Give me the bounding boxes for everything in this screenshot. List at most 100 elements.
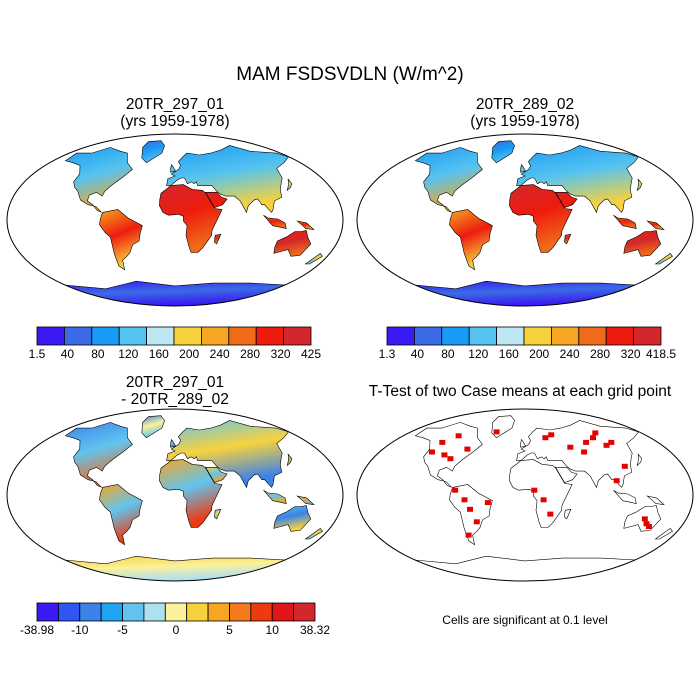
land-northAmerica (64, 422, 133, 488)
land-africa (159, 184, 223, 253)
colorbar-box (441, 326, 470, 346)
land-greenland (141, 140, 165, 164)
land-antarctica (64, 280, 287, 306)
significant-cell (484, 500, 491, 506)
globe-outline (357, 409, 693, 581)
map-case2 (356, 133, 694, 307)
land-uk (520, 163, 527, 173)
land-arabia (204, 191, 228, 208)
land-southAmerica (449, 209, 493, 271)
significance-note: Cells are significant at 0.1 level (442, 613, 608, 627)
panel-title-line: (yrs 1959-1978) (470, 113, 580, 130)
land-madagascar (214, 508, 222, 520)
colorbar-tick-label: -5 (117, 623, 128, 637)
coastline-newZealand (654, 527, 673, 540)
figure-title: MAM FSDSVDLN (W/m^2) (236, 64, 464, 85)
colorbar-tick-label: 0 (173, 623, 180, 637)
land-arabia (204, 466, 228, 483)
land-africa (509, 184, 573, 253)
land-newGuinea (646, 220, 665, 231)
colorbar-tick-label: 120 (468, 347, 488, 361)
land-uk (170, 438, 177, 448)
map-ttest (356, 408, 694, 582)
colorbar-box (143, 602, 166, 622)
colorbar-tick-label: 80 (441, 347, 455, 361)
colorbar-tick-label: 280 (240, 347, 260, 361)
colorbar-box (413, 326, 443, 346)
land-newGuinea (296, 495, 315, 506)
land-uk (170, 163, 177, 173)
coastline-japan (636, 453, 643, 467)
coastline-arabia (554, 466, 578, 483)
colorbar-tick-label: 320 (271, 347, 291, 361)
map-case1 (6, 133, 344, 307)
colorbar-tick-label: 200 (179, 347, 199, 361)
colorbar-box (386, 326, 415, 346)
colorbar-tick-label: 1.5 (29, 347, 46, 361)
panel-title-diff: 20TR_297_01 - 20TR_289_02 (30, 374, 320, 408)
significant-cell (590, 435, 596, 441)
significant-cell (461, 497, 468, 503)
coastline-antarctica (414, 555, 637, 581)
land-africa (159, 459, 223, 528)
land-northAmerica (64, 147, 133, 213)
colorbar-box (271, 602, 295, 622)
significant-cell (439, 439, 446, 445)
coastline-indonesia (613, 489, 637, 504)
colorbar-tick-label: 240 (560, 347, 580, 361)
significant-cell (643, 521, 650, 527)
colorbar-tick-label: 80 (91, 347, 105, 361)
significant-cell (621, 463, 628, 469)
colorbar-diff: -38.98 -10 -5 0 5 10 38.32 (20, 602, 330, 637)
land-japan (636, 178, 643, 192)
colorbar-tick-label: 240 (210, 347, 230, 361)
colorbar-box (57, 602, 81, 622)
colorbar-tick-label: 320 (621, 347, 641, 361)
colorbar-box (100, 602, 123, 622)
colorbar-case2: 1.3 40 80 120 160 200 240 280 320 418.5 (379, 326, 676, 361)
panel-title-line: 20TR_289_02 (475, 96, 575, 113)
colorbar-box (550, 326, 580, 346)
coastline-uk (520, 438, 527, 448)
colorbar-tick-label: -38.98 (20, 623, 54, 637)
colorbar-box (207, 602, 230, 622)
significant-cell (567, 444, 574, 450)
colorbar-box (173, 326, 202, 346)
land-indonesia (613, 214, 637, 229)
colorbar-box (36, 602, 59, 622)
land-newGuinea (296, 220, 315, 231)
panel-title-line: - 20TR_289_02 (121, 391, 229, 408)
colorbar-box (79, 602, 102, 622)
significant-cell (548, 432, 555, 438)
land-indonesia (263, 214, 287, 229)
significant-cell (447, 456, 454, 462)
colorbar-box (496, 326, 525, 346)
map-diff (6, 408, 344, 582)
significant-cell (465, 532, 472, 538)
significant-cell (455, 433, 462, 439)
land-eurasia (516, 145, 640, 214)
land-newZealand (304, 527, 323, 540)
land-northAmerica (414, 147, 483, 213)
land-japan (286, 178, 293, 192)
colorbar-box (228, 326, 257, 346)
significant-cell (641, 516, 648, 522)
coastline-southAmerica (449, 484, 493, 546)
colorbar-box (186, 602, 209, 622)
significant-cell (603, 442, 610, 448)
coastline-africa (509, 459, 573, 528)
significant-cell (581, 449, 588, 455)
colorbar-box (633, 326, 662, 346)
map-border (356, 133, 694, 307)
colorbar-tick-label: 418.5 (646, 347, 676, 361)
land-arabia (554, 191, 578, 208)
land-australia (623, 230, 662, 257)
panel-title-case2: 20TR_289_02 (yrs 1959-1978) (380, 96, 670, 130)
colorbar-box (293, 602, 316, 622)
colorbar-box (578, 326, 607, 346)
colorbar-tick-label: 425 (301, 347, 321, 361)
colorbar-box (164, 602, 188, 622)
panel-title-line: (yrs 1959-1978) (120, 113, 230, 130)
significant-cell (452, 487, 459, 493)
colorbar-box (250, 602, 273, 622)
